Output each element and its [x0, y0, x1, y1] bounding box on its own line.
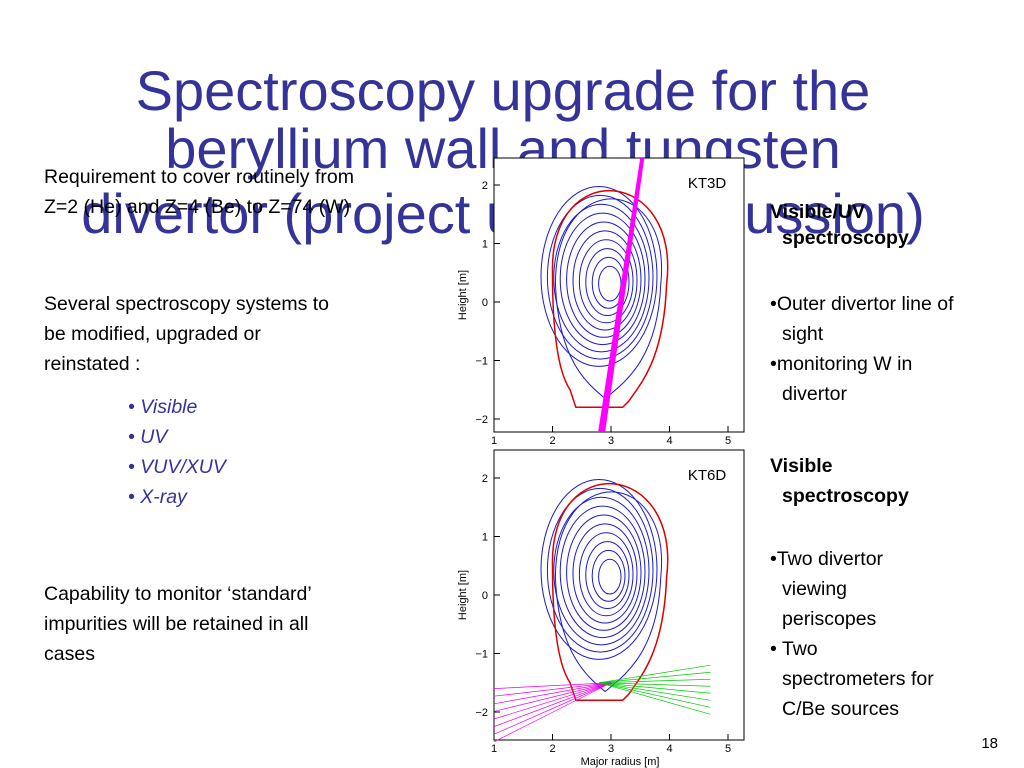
body-text: Requirement to cover routinely from — [44, 166, 354, 188]
x-tick-label: 2 — [549, 743, 555, 755]
view-chord — [493, 682, 612, 697]
heading: spectroscopy — [782, 227, 909, 249]
x-tick-label: 1 — [491, 743, 497, 755]
view-chord — [599, 682, 711, 687]
body-text: be modified, upgraded or — [44, 323, 261, 345]
flux-surface — [598, 558, 622, 595]
y-tick-label: 1 — [482, 532, 488, 544]
bullet-text: C/Be sources — [782, 698, 899, 720]
x-tick-label: 1 — [491, 435, 497, 447]
bullet-text: divertor — [782, 383, 848, 405]
x-axis-label: Major radius [m] — [581, 756, 660, 768]
separatrix — [554, 491, 663, 693]
view-chord — [493, 682, 612, 743]
view-chord — [493, 682, 612, 705]
flux-surface — [585, 248, 630, 317]
list-item: • Visible — [128, 396, 197, 418]
separatrix — [554, 198, 663, 400]
flux-surface — [546, 487, 654, 653]
view-chord — [599, 678, 711, 684]
bullet-text: periscopes — [782, 608, 877, 630]
body-text: reinstated : — [44, 353, 140, 375]
flux-surface — [559, 212, 646, 346]
view-chord — [599, 682, 711, 701]
view-chord — [493, 682, 612, 727]
vessel-wall — [551, 190, 669, 409]
x-tick-label: 5 — [725, 435, 731, 447]
view-chord — [493, 682, 612, 735]
body-text: cases — [44, 643, 95, 665]
y-tick-label: 0 — [482, 297, 488, 309]
y-tick-label: 2 — [482, 180, 488, 192]
body-text: Several spectroscopy systems to — [44, 293, 329, 315]
view-chord — [493, 682, 612, 689]
bullet-text: •monitoring W in — [770, 353, 912, 375]
flux-surface — [585, 541, 630, 610]
heading: Visible/UV — [770, 201, 865, 223]
x-tick-label: 4 — [666, 743, 672, 755]
x-tick-label: 3 — [608, 743, 614, 755]
list-item: • VUV/XUV — [128, 456, 228, 478]
body-text: Z=2 (He) and Z=4 (Be) to Z=74 (W) — [44, 196, 350, 218]
flux-surface — [553, 496, 650, 646]
flux-surface — [572, 523, 638, 624]
flux-surface — [566, 221, 642, 338]
page-number: 18 — [981, 735, 998, 752]
bullet-text: spectrometers for — [782, 668, 934, 690]
y-axis-label: Height [m] — [457, 570, 469, 620]
flux-surface — [559, 505, 646, 639]
heading: spectroscopy — [782, 485, 909, 507]
flux-surface — [578, 532, 634, 617]
heading: Visible — [770, 455, 833, 477]
flux-surface — [546, 194, 654, 360]
vessel-wall — [551, 483, 669, 702]
bullet-text: viewing — [782, 578, 847, 600]
body-text: impurities will be retained in all — [44, 613, 308, 635]
body-text: Capability to monitor ‘standard’ — [44, 583, 312, 605]
x-tick-label: 3 — [608, 435, 614, 447]
line-of-sight — [598, 158, 645, 432]
plot-label: KT3D — [688, 175, 727, 192]
view-chord — [493, 682, 612, 720]
y-tick-label: 2 — [482, 473, 488, 485]
y-tick-label: −1 — [475, 356, 488, 368]
x-tick-label: 5 — [725, 743, 731, 755]
bullet-text: •Outer divertor line of — [770, 293, 954, 315]
y-axis-label: Height [m] — [457, 270, 469, 320]
flux-surface — [572, 230, 638, 331]
y-tick-label: −1 — [475, 649, 488, 661]
flux-surface — [540, 479, 658, 660]
view-chord — [599, 671, 711, 684]
view-chord — [599, 664, 711, 684]
bullet-text: sight — [782, 323, 824, 345]
view-chord — [599, 682, 711, 708]
view-chord — [599, 682, 711, 694]
flux-surface — [553, 203, 650, 353]
view-chord — [599, 682, 711, 715]
flux-surface — [566, 514, 642, 631]
flux-surface — [540, 186, 658, 367]
y-tick-label: 1 — [482, 239, 488, 251]
flux-surface — [578, 239, 634, 324]
plot-label: KT6D — [688, 467, 727, 484]
y-tick-label: 0 — [482, 590, 488, 602]
bullet-text: •Two divertor — [770, 548, 884, 570]
bullet-text: • Two — [770, 638, 818, 660]
list-item: • X-ray — [128, 486, 188, 508]
y-tick-label: −2 — [475, 414, 488, 426]
x-tick-label: 4 — [666, 435, 672, 447]
list-item: • UV — [128, 426, 169, 448]
x-tick-label: 2 — [549, 435, 555, 447]
plot: KT6D 2 1 0 −1 −2 1 2 3 4 5 Height [m] Major radius [… — [457, 449, 745, 768]
title-line: Spectroscopy upgrade for the — [136, 59, 871, 122]
view-chord — [493, 682, 612, 712]
flux-surface — [591, 549, 626, 602]
y-tick-label: −2 — [475, 707, 488, 719]
